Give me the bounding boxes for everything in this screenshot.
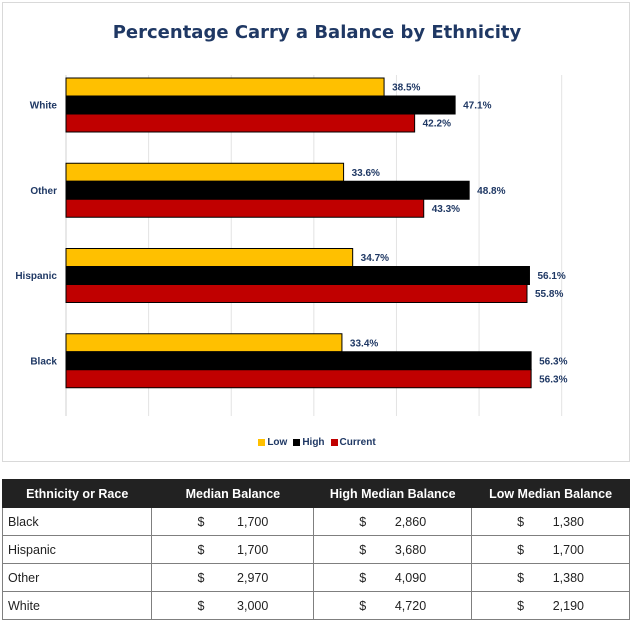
row-ethnicity: Black [1, 507, 153, 536]
row-high: $3,680 [313, 535, 473, 564]
data-label: 55.8% [535, 289, 563, 300]
row-median-value: 3,000 [237, 598, 269, 613]
bar-low [65, 248, 354, 267]
row-median-value: 1,700 [237, 514, 269, 529]
bar-high [65, 266, 530, 285]
legend-swatch-low [258, 439, 266, 446]
bar-low [65, 333, 343, 353]
bar-high [65, 180, 470, 200]
currency-symbol: $ [517, 598, 525, 613]
data-label: 33.4% [350, 338, 378, 349]
row-high: $4,720 [313, 591, 473, 620]
data-label: 34.7% [361, 253, 389, 264]
row-median-value: 2,970 [237, 570, 269, 585]
row-low-value: 1,700 [552, 542, 584, 557]
data-label: 48.8% [477, 186, 505, 197]
row-median: $1,700 [151, 507, 315, 536]
bar-low [65, 77, 385, 97]
chart-title: Percentage Carry a Balance by Ethnicity [112, 22, 522, 43]
row-median-value: 1,700 [237, 542, 269, 557]
row-low: $1,380 [471, 563, 630, 592]
bar-current [65, 113, 416, 133]
currency-symbol: $ [517, 570, 525, 585]
legend-swatch-high [293, 439, 301, 446]
data-label: 38.5% [392, 83, 420, 94]
row-ethnicity: White [1, 591, 153, 620]
table-row: Black $1,700 $2,860 $1,380 [1, 507, 630, 536]
legend-swatch-current [330, 439, 338, 446]
bar-current [65, 284, 528, 303]
bar-high [65, 351, 532, 371]
row-high-value: 3,680 [394, 542, 427, 557]
row-high-value: 4,720 [394, 598, 427, 613]
row-low: $1,380 [471, 507, 630, 536]
currency-symbol: $ [359, 514, 367, 529]
currency-symbol: $ [517, 542, 525, 557]
row-low-value: 1,380 [552, 570, 584, 585]
row-ethnicity: Other [1, 563, 153, 592]
bar-high [65, 95, 456, 115]
table-header-row: Ethnicity or Race Median Balance High Me… [1, 479, 630, 508]
legend-item-current: Current [330, 437, 376, 448]
data-label: 47.1% [463, 101, 491, 112]
category-label: Hispanic [15, 271, 57, 282]
bar-current [65, 198, 425, 218]
data-label: 56.1% [537, 271, 565, 282]
table-row: Hispanic $1,700 $3,680 $1,700 [1, 535, 630, 564]
data-label: 43.3% [432, 204, 460, 215]
row-median: $3,000 [151, 591, 315, 620]
table-row: White $3,000 $4,720 $2,190 [1, 591, 630, 620]
header-median-balance: Median Balance [151, 479, 315, 508]
currency-symbol: $ [197, 542, 205, 557]
row-low-value: 1,380 [552, 514, 584, 529]
currency-symbol: $ [197, 598, 205, 613]
currency-symbol: $ [197, 570, 205, 585]
currency-symbol: $ [359, 598, 367, 613]
data-label: 33.6% [352, 168, 380, 179]
category-label: Other [30, 186, 57, 197]
legend-item-high: High [293, 437, 325, 448]
chart-area: White 38.5% 47.1% 42.2% Other 33.6% 48.8% 43.3%… [2, 2, 630, 462]
header-ethnicity: Ethnicity or Race [1, 479, 153, 508]
data-label: 42.2% [423, 119, 451, 130]
data-label: 56.3% [539, 374, 567, 385]
header-low-median-balance: Low Median Balance [471, 479, 630, 508]
bar-low [65, 162, 345, 182]
median-balance-table: Ethnicity or Race Median Balance High Me… [1, 479, 630, 620]
row-low-value: 2,190 [552, 598, 584, 613]
row-high: $4,090 [313, 563, 473, 592]
currency-symbol: $ [359, 542, 367, 557]
row-median: $1,700 [151, 535, 315, 564]
legend-label-current: Current [339, 437, 376, 448]
category-label: Black [30, 356, 57, 367]
table-row: Other $2,970 $4,090 $1,380 [1, 563, 630, 592]
data-label: 56.3% [539, 356, 567, 367]
currency-symbol: $ [197, 514, 205, 529]
legend-item-low: Low [258, 437, 287, 448]
chart-legend: Low High Current [3, 437, 631, 448]
bar-current [65, 369, 532, 389]
row-high: $2,860 [313, 507, 473, 536]
row-ethnicity: Hispanic [1, 535, 153, 564]
row-high-value: 2,860 [394, 514, 427, 529]
row-low: $1,700 [471, 535, 630, 564]
currency-symbol: $ [517, 514, 525, 529]
row-low: $2,190 [471, 591, 630, 620]
legend-label-high: High [302, 437, 325, 448]
legend-label-low: Low [267, 437, 288, 448]
category-label: White [30, 101, 58, 112]
row-high-value: 4,090 [394, 570, 427, 585]
header-high-median-balance: High Median Balance [313, 479, 473, 508]
currency-symbol: $ [359, 570, 367, 585]
bar-chart: White 38.5% 47.1% 42.2% Other 33.6% 48.8% 43.3%… [15, 75, 568, 416]
row-median: $2,970 [151, 563, 315, 592]
